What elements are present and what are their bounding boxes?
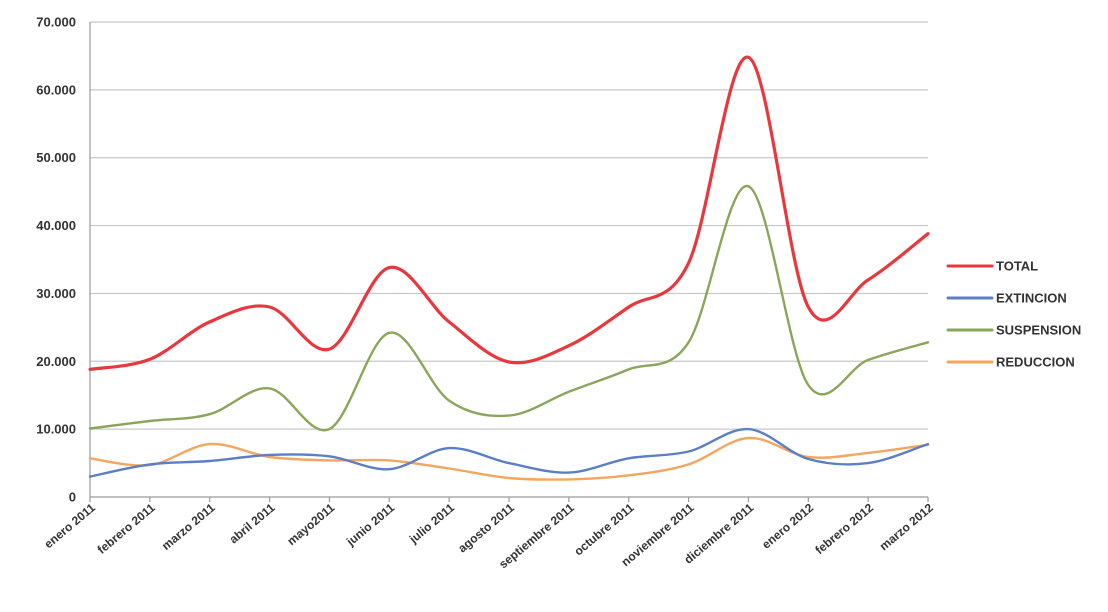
series-lines bbox=[88, 55, 930, 481]
x-tick-label: febrero 2011 bbox=[95, 500, 158, 556]
legend-label-total: TOTAL bbox=[996, 259, 1038, 274]
series-line-reduccion bbox=[88, 436, 930, 481]
x-tick-label: abril 2011 bbox=[227, 500, 278, 546]
series-line-extincion bbox=[88, 427, 930, 478]
legend-label-extincion: EXTINCION bbox=[996, 291, 1067, 306]
x-tick-label: octubre 2011 bbox=[571, 500, 636, 558]
x-tick-label: marzo 2012 bbox=[877, 500, 936, 553]
axes bbox=[89, 22, 929, 502]
x-tick-label: julio 2011 bbox=[406, 500, 457, 546]
legend: TOTAL EXTINCION SUSPENSION REDUCCION bbox=[946, 259, 1081, 370]
y-tick-labels: 0 10.000 20.000 30.000 40.000 50.000 60.000 70.… bbox=[36, 15, 76, 505]
x-tick-label: junio 2011 bbox=[343, 500, 397, 549]
series-line-total bbox=[88, 55, 930, 371]
y-tick-label: 50.000 bbox=[36, 150, 76, 165]
x-tick-label: enero 2011 bbox=[41, 500, 98, 551]
legend-label-reduccion: REDUCCION bbox=[996, 355, 1075, 370]
y-tick-label: 70.000 bbox=[36, 15, 76, 30]
x-tick-label: enero 2012 bbox=[759, 500, 816, 551]
y-tick-label: 0 bbox=[69, 490, 76, 505]
series-line-suspension bbox=[88, 184, 930, 432]
x-tick-label: febrero 2012 bbox=[812, 500, 876, 557]
x-tick-label: agosto 2011 bbox=[455, 500, 517, 555]
y-tick-label: 40.000 bbox=[36, 218, 76, 233]
y-tick-label: 20.000 bbox=[36, 354, 76, 369]
y-tick-label: 10.000 bbox=[36, 422, 76, 437]
y-tick-label: 60.000 bbox=[36, 82, 76, 97]
x-tick-label: marzo 2011 bbox=[159, 500, 218, 553]
legend-label-suspension: SUSPENSION bbox=[996, 323, 1081, 338]
gridlines bbox=[90, 21, 928, 430]
x-tick-label: mayo2011 bbox=[284, 500, 337, 548]
y-tick-label: 30.000 bbox=[36, 286, 76, 301]
